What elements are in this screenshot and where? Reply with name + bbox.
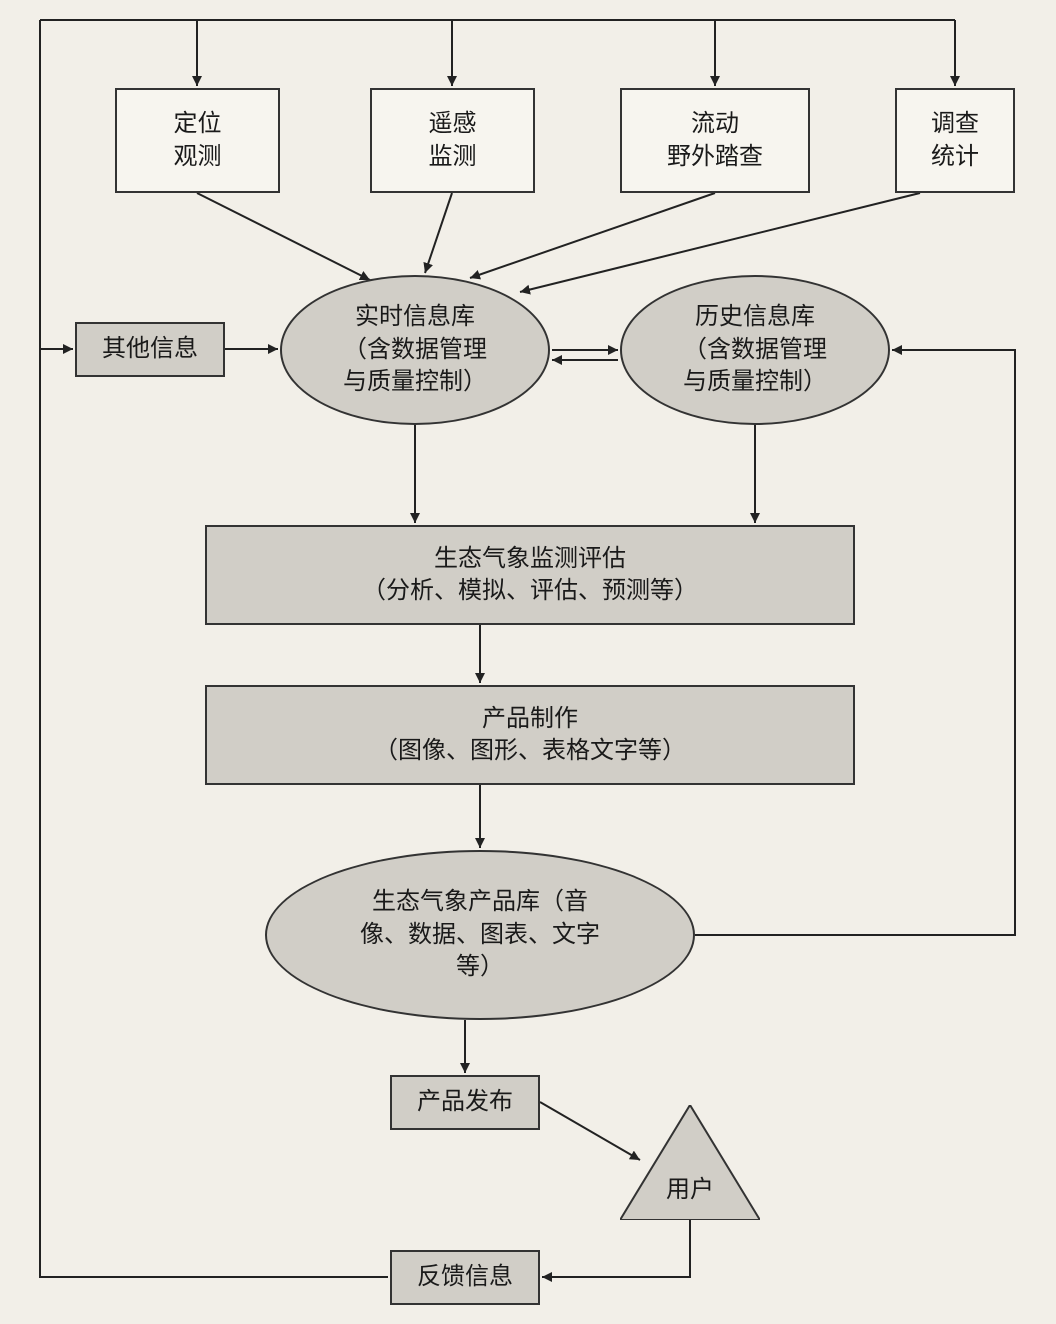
label: （分析、模拟、评估、预测等） (362, 575, 698, 607)
node-product-db: 生态气象产品库（音 像、数据、图表、文字 等） (265, 850, 695, 1020)
node-feedback: 反馈信息 (390, 1250, 540, 1305)
label: 定位 (174, 108, 222, 140)
label: 调查 (931, 108, 979, 140)
node-other-info: 其他信息 (75, 322, 225, 377)
node-history-db: 历史信息库 （含数据管理 与质量控制） (620, 275, 890, 425)
node-positioning-observation: 定位 观测 (115, 88, 280, 193)
label: 生态气象监测评估 (434, 543, 626, 575)
node-eco-assessment: 生态气象监测评估 （分析、模拟、评估、预测等） (205, 525, 855, 625)
label: 与质量控制） (343, 366, 487, 398)
label: 产品制作 (482, 703, 578, 735)
label: 等） (456, 951, 504, 983)
label: 遥感 (429, 108, 477, 140)
label: 实时信息库 (355, 301, 475, 333)
label: 野外踏查 (667, 141, 763, 173)
label: 观测 (174, 141, 222, 173)
node-mobile-survey: 流动 野外踏查 (620, 88, 810, 193)
node-remote-sensing: 遥感 监测 (370, 88, 535, 193)
label: （图像、图形、表格文字等） (374, 735, 686, 767)
node-product-release: 产品发布 (390, 1075, 540, 1130)
label: 与质量控制） (683, 366, 827, 398)
label: 监测 (429, 141, 477, 173)
node-user: 用户 (620, 1105, 760, 1220)
label: （含数据管理 (343, 334, 487, 366)
label: 反馈信息 (417, 1261, 513, 1293)
label: 流动 (691, 108, 739, 140)
label: 历史信息库 (695, 301, 815, 333)
label: 像、数据、图表、文字 (360, 919, 600, 951)
label: 用户 (666, 1174, 714, 1206)
label: 生态气象产品库（音 (372, 886, 588, 918)
label: 统计 (931, 141, 979, 173)
node-realtime-db: 实时信息库 （含数据管理 与质量控制） (280, 275, 550, 425)
node-product-make: 产品制作 （图像、图形、表格文字等） (205, 685, 855, 785)
label: （含数据管理 (683, 334, 827, 366)
node-investigation-stats: 调查 统计 (895, 88, 1015, 193)
label: 其他信息 (102, 333, 198, 365)
label: 产品发布 (417, 1086, 513, 1118)
